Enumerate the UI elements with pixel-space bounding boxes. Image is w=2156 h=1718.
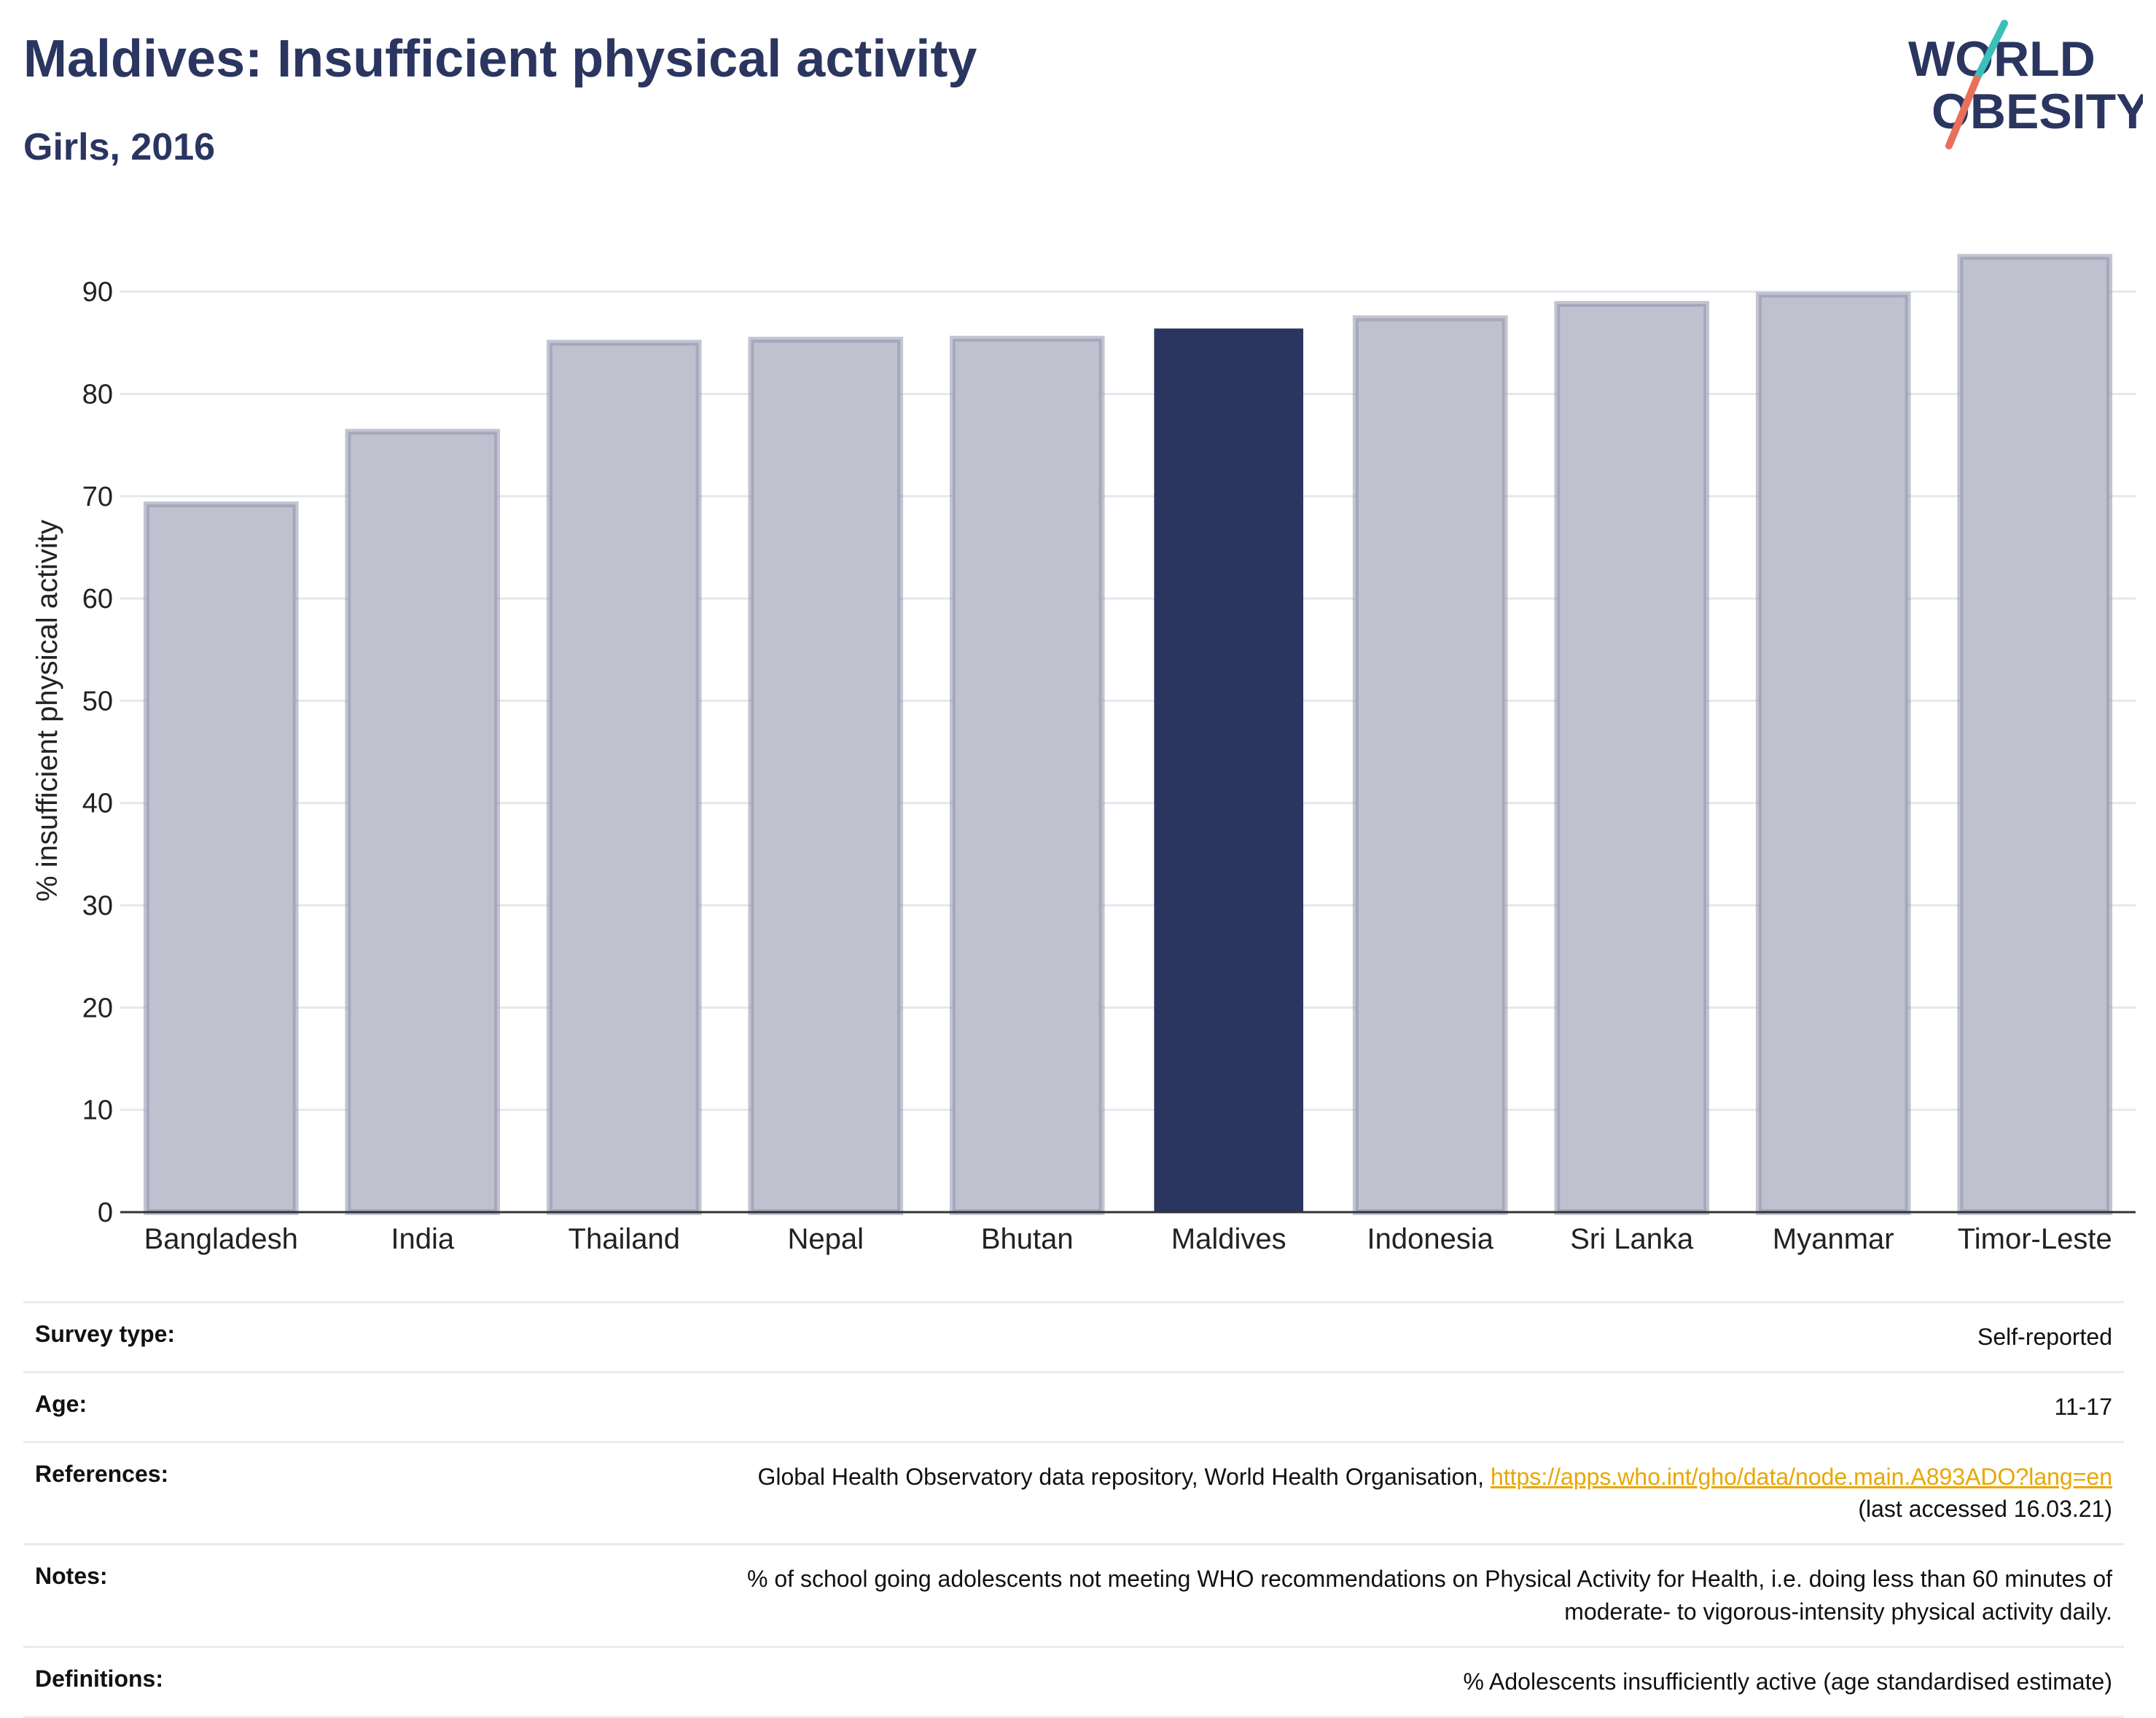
bar-myanmar	[1755, 292, 1911, 1216]
y-axis-label: % insufficient physical activity	[31, 520, 63, 902]
bars	[143, 254, 2113, 1216]
bar-nepal	[748, 337, 904, 1215]
age-value: 11-17	[411, 1370, 2124, 1442]
y-tick-label: 80	[82, 379, 113, 410]
page-subtitle: Girls, 2016	[23, 126, 216, 168]
references-label: References:	[23, 1440, 411, 1545]
logo-line1: WORLD	[1908, 31, 2096, 87]
info-row-survey-type: Survey type: Self-reported	[23, 1301, 2124, 1373]
x-tick-label: Thailand	[569, 1223, 680, 1255]
y-tick-label: 60	[82, 584, 113, 614]
notes-line2: moderate- to vigorous-intensity physical…	[1564, 1598, 2112, 1625]
bar-chart: 0 10 20 30 40 50 60 70 80 90 Bangladesh India Thaila…	[31, 254, 2136, 1255]
y-tick-label: 0	[98, 1198, 113, 1228]
bar-sri-lanka	[1554, 300, 1710, 1215]
page-title: Maldives: Insufficient physical activity	[23, 30, 977, 88]
bar-bangladesh	[143, 501, 299, 1216]
references-link[interactable]: https://apps.who.int/gho/data/node.main.…	[1490, 1463, 2112, 1490]
notes-label: Notes:	[23, 1543, 411, 1647]
definitions-value: % Adolescents insufficiently active (age…	[411, 1645, 2124, 1718]
bar-indonesia	[1352, 315, 1508, 1215]
bar-maldives	[1154, 328, 1304, 1212]
references-value: Global Health Observatory data repositor…	[411, 1440, 2124, 1545]
x-tick-label: Bangladesh	[144, 1223, 298, 1255]
survey-type-value: Self-reported	[411, 1301, 2124, 1373]
y-tick-label: 90	[82, 277, 113, 308]
references-accessed: (last accessed 16.03.21)	[1858, 1496, 2112, 1523]
x-tick-label: Timor-Leste	[1958, 1223, 2112, 1255]
bar-thailand	[546, 340, 702, 1215]
y-tick-label: 50	[82, 686, 113, 717]
x-tick-label: Myanmar	[1773, 1223, 1894, 1255]
definitions-label: Definitions:	[23, 1645, 411, 1718]
age-label: Age:	[23, 1370, 411, 1442]
info-row-references: References: Global Health Observatory da…	[23, 1440, 2124, 1545]
references-text: Global Health Observatory data repositor…	[757, 1463, 1491, 1490]
y-tick-label: 20	[82, 993, 113, 1023]
world-obesity-logo: WORLD OBESITY	[1908, 20, 2143, 149]
notes-value: % of school going adolescents not meetin…	[411, 1543, 2124, 1647]
bar-bhutan	[949, 335, 1105, 1216]
x-tick-label: Sri Lanka	[1570, 1223, 1694, 1255]
y-tick-label: 70	[82, 482, 113, 512]
axes: 0 10 20 30 40 50 60 70 80 90 Bangladesh India Thaila…	[82, 277, 2136, 1255]
notes-line1: % of school going adolescents not meetin…	[747, 1566, 2112, 1593]
info-row-notes: Notes: % of school going adolescents not…	[23, 1543, 2124, 1647]
bar-india	[345, 429, 501, 1216]
y-tick-label: 30	[82, 891, 113, 921]
logo-accent-top	[1973, 20, 2008, 82]
x-tick-label: Nepal	[787, 1223, 864, 1255]
logo-accent-bottom	[1945, 75, 1980, 149]
y-tick-label: 40	[82, 789, 113, 819]
y-tick-label: 10	[82, 1096, 113, 1126]
info-row-definitions: Definitions: % Adolescents insufficientl…	[23, 1645, 2124, 1718]
bar-timor-leste	[1957, 254, 2113, 1215]
x-tick-label: Bhutan	[981, 1223, 1074, 1255]
info-row-age: Age: 11-17	[23, 1370, 2124, 1442]
survey-type-label: Survey type:	[23, 1301, 411, 1373]
info-table: Survey type: Self-reported Age: 11-17 Re…	[23, 1301, 2124, 1718]
x-tick-label: India	[391, 1223, 454, 1255]
x-tick-label: Indonesia	[1367, 1223, 1494, 1255]
x-tick-label: Maldives	[1171, 1223, 1286, 1255]
